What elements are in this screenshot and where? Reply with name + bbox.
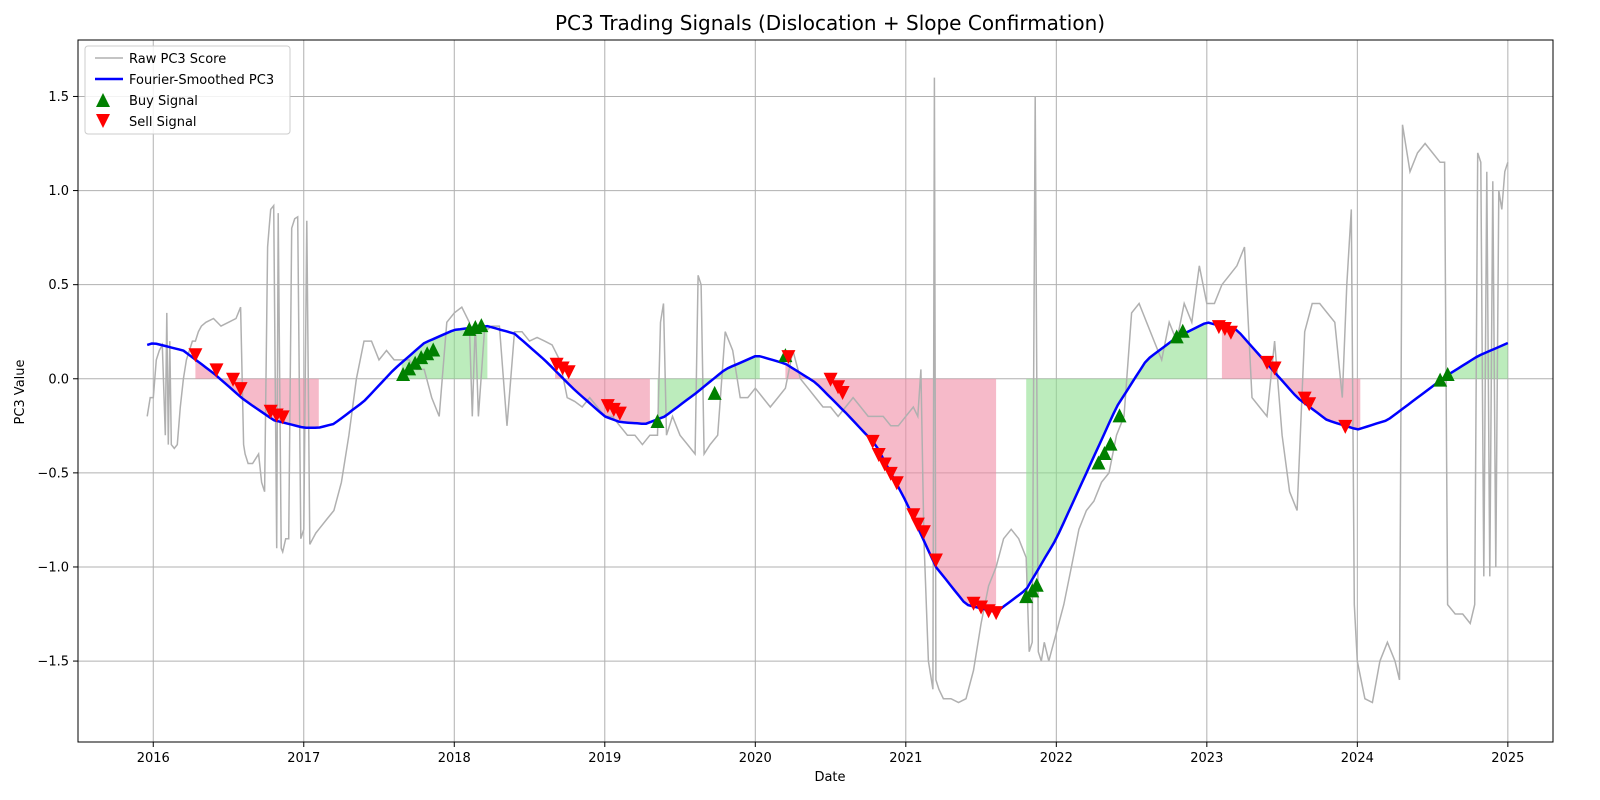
sell-marker: [835, 385, 850, 400]
sell-marker: [883, 466, 898, 481]
x-tick-label: 2018: [438, 751, 471, 766]
legend-raw-label: Raw PC3 Score: [129, 52, 226, 67]
plot-area: 2016 2017 2018 2019 2020 2021 2022 2023 2024 2025…: [37, 39, 1554, 766]
sell-marker: [928, 553, 943, 568]
x-tick-label: 2019: [588, 751, 621, 766]
sell-marker: [1223, 325, 1238, 340]
buy-marker: [420, 346, 435, 361]
sell-marker: [209, 363, 224, 378]
sell-marker: [1217, 321, 1232, 336]
plot-frame: [77, 39, 1554, 743]
sell-region: [555, 370, 650, 424]
sell-marker: [871, 448, 886, 463]
legend: Raw PC3 Score Fourier-Smoothed PC3 Buy S…: [84, 45, 291, 135]
buy-marker: [1029, 577, 1044, 592]
sell-marker: [555, 361, 570, 376]
buy-marker: [1433, 372, 1448, 387]
sell-marker: [612, 406, 627, 421]
sell-marker: [1260, 355, 1275, 370]
buy-marker: [1091, 455, 1106, 470]
sell-marker: [910, 517, 925, 532]
sell-marker: [781, 350, 796, 365]
sell-marker: [188, 348, 203, 363]
x-tick-label: 2021: [889, 751, 922, 766]
buy-region: [1026, 322, 1207, 590]
x-tick-label: 2023: [1190, 751, 1223, 766]
legend-box: [84, 45, 291, 135]
sell-marker: [906, 508, 921, 523]
x-axis-label: Date: [814, 770, 845, 785]
sell-marker: [1267, 361, 1282, 376]
sell-marker: [549, 357, 564, 372]
x-tick-label: 2022: [1040, 751, 1073, 766]
sell-marker: [877, 457, 892, 472]
smoothed-pc3-line: [146, 321, 1509, 614]
y-tick-label: 0.5: [48, 278, 69, 293]
legend-sell-label: Sell Signal: [129, 115, 197, 130]
x-tick-label: 2020: [739, 751, 772, 766]
x-tick-label: 2017: [287, 751, 320, 766]
sell-marker: [974, 600, 989, 615]
y-axis-label: PC3 Value: [13, 359, 28, 424]
legend-smooth-label: Fourier-Smoothed PC3: [129, 73, 274, 88]
sell-marker: [823, 372, 838, 387]
buy-marker: [1097, 446, 1112, 461]
buy-marker: [474, 318, 489, 333]
sell-marker: [561, 365, 576, 380]
sell-marker: [989, 606, 1004, 621]
y-tick-label: −0.5: [37, 466, 69, 481]
buy-marker: [414, 350, 429, 365]
buy-marker: [1175, 323, 1190, 338]
buy-marker: [1103, 436, 1118, 451]
buy-marker: [650, 414, 665, 429]
y-tick-label: 0.0: [48, 372, 69, 387]
x-tick-label: 2025: [1491, 751, 1524, 766]
sell-marker: [600, 399, 615, 414]
sell-marker: [916, 525, 931, 540]
legend-buy-icon: [96, 93, 110, 107]
legend-buy-label: Buy Signal: [129, 94, 198, 109]
y-tick-label: 1.5: [48, 90, 69, 105]
sell-marker: [606, 402, 621, 417]
buy-marker: [1440, 367, 1455, 382]
legend-sell-icon: [96, 114, 110, 128]
buy-marker: [426, 342, 441, 357]
sell-marker: [865, 434, 880, 449]
buy-marker: [707, 385, 722, 400]
sell-marker: [1302, 397, 1317, 412]
y-tick-label: −1.0: [37, 560, 69, 575]
sell-marker: [226, 372, 241, 387]
y-tick-label: −1.5: [37, 655, 69, 670]
x-tick-label: 2024: [1341, 751, 1374, 766]
sell-region: [785, 363, 997, 613]
sell-marker: [233, 382, 248, 397]
sell-marker: [263, 404, 278, 419]
chart-title: PC3 Trading Signals (Dislocation + Slope…: [555, 11, 1105, 35]
sell-marker: [1338, 419, 1353, 434]
buy-marker: [1112, 408, 1127, 423]
sell-marker: [966, 596, 981, 611]
sell-marker: [889, 476, 904, 491]
y-tick-label: 1.0: [48, 184, 69, 199]
sell-marker: [275, 410, 290, 425]
raw-pc3-line: [146, 77, 1509, 704]
buy-region: [657, 356, 760, 420]
x-tick-label: 2016: [137, 751, 170, 766]
